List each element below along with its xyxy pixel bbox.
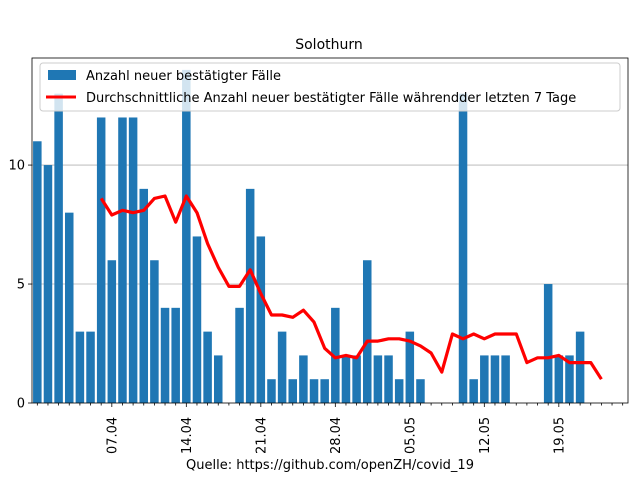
bar xyxy=(235,307,244,403)
legend-label-bars: Anzahl neuer bestätigter Fälle xyxy=(86,69,281,84)
bar xyxy=(277,331,287,403)
bar xyxy=(118,117,127,403)
bar xyxy=(192,236,202,403)
x-axis: 07.04 14.04 21.04 28.04 05.05 12.05 19.05 xyxy=(36,403,624,454)
x-tick-label: 12.05 xyxy=(478,417,493,454)
legend-bar-swatch xyxy=(48,70,76,80)
bar xyxy=(320,379,329,403)
bar xyxy=(309,379,319,403)
bar xyxy=(394,379,404,403)
legend-label-line: Durchschnittliche Anzahl neuer bestätigt… xyxy=(86,91,576,106)
bar xyxy=(96,117,106,403)
bar xyxy=(139,188,149,403)
bar xyxy=(75,331,85,403)
bar xyxy=(490,355,500,403)
y-axis: 0 5 10 xyxy=(8,159,32,412)
bar xyxy=(33,141,42,403)
chart-title: Solothurn xyxy=(295,37,363,53)
x-tick-label: 07.04 xyxy=(105,417,120,454)
legend: Anzahl neuer bestätigter Fälle Durchschn… xyxy=(39,62,621,112)
bar xyxy=(373,355,383,403)
legend-box xyxy=(39,62,621,112)
source-caption: Quelle: https://github.com/openZH/covid_… xyxy=(186,458,474,473)
bar xyxy=(43,165,53,403)
bar xyxy=(458,93,468,404)
bar xyxy=(469,379,478,403)
bar xyxy=(575,331,585,403)
bar xyxy=(341,355,351,403)
bar xyxy=(128,117,138,403)
average-line-series xyxy=(99,194,603,381)
y-tick-label: 0 xyxy=(17,397,25,412)
bar xyxy=(331,307,340,403)
bar xyxy=(565,355,574,403)
bar xyxy=(107,260,117,403)
x-tick-label: 28.04 xyxy=(329,417,344,454)
bar xyxy=(288,379,298,403)
bar xyxy=(171,307,180,403)
bar xyxy=(182,69,191,404)
x-tick-label: 21.04 xyxy=(254,417,269,454)
x-tick-label: 05.05 xyxy=(403,417,418,454)
plot-frame xyxy=(31,57,629,404)
bar xyxy=(352,355,361,403)
average-line xyxy=(99,194,603,381)
bar xyxy=(362,260,372,403)
bar xyxy=(501,355,510,403)
bar xyxy=(543,284,553,403)
bar xyxy=(150,260,159,403)
bar xyxy=(405,331,415,403)
bar xyxy=(256,236,266,403)
bar xyxy=(245,188,255,403)
bar xyxy=(480,355,489,403)
y-tick-label: 5 xyxy=(17,278,25,293)
bar xyxy=(267,379,276,403)
bar xyxy=(416,379,425,403)
bar xyxy=(384,355,393,403)
x-tick-label: 14.04 xyxy=(180,417,195,454)
bar xyxy=(299,355,308,403)
bar-series xyxy=(33,69,585,404)
bar xyxy=(203,331,212,403)
y-tick-label: 10 xyxy=(8,159,25,174)
bar xyxy=(554,355,564,403)
bar xyxy=(213,355,223,403)
bar xyxy=(86,331,95,403)
bar xyxy=(160,307,170,403)
bar xyxy=(64,212,74,403)
x-tick-label: 19.05 xyxy=(552,417,567,454)
bar xyxy=(54,93,63,404)
